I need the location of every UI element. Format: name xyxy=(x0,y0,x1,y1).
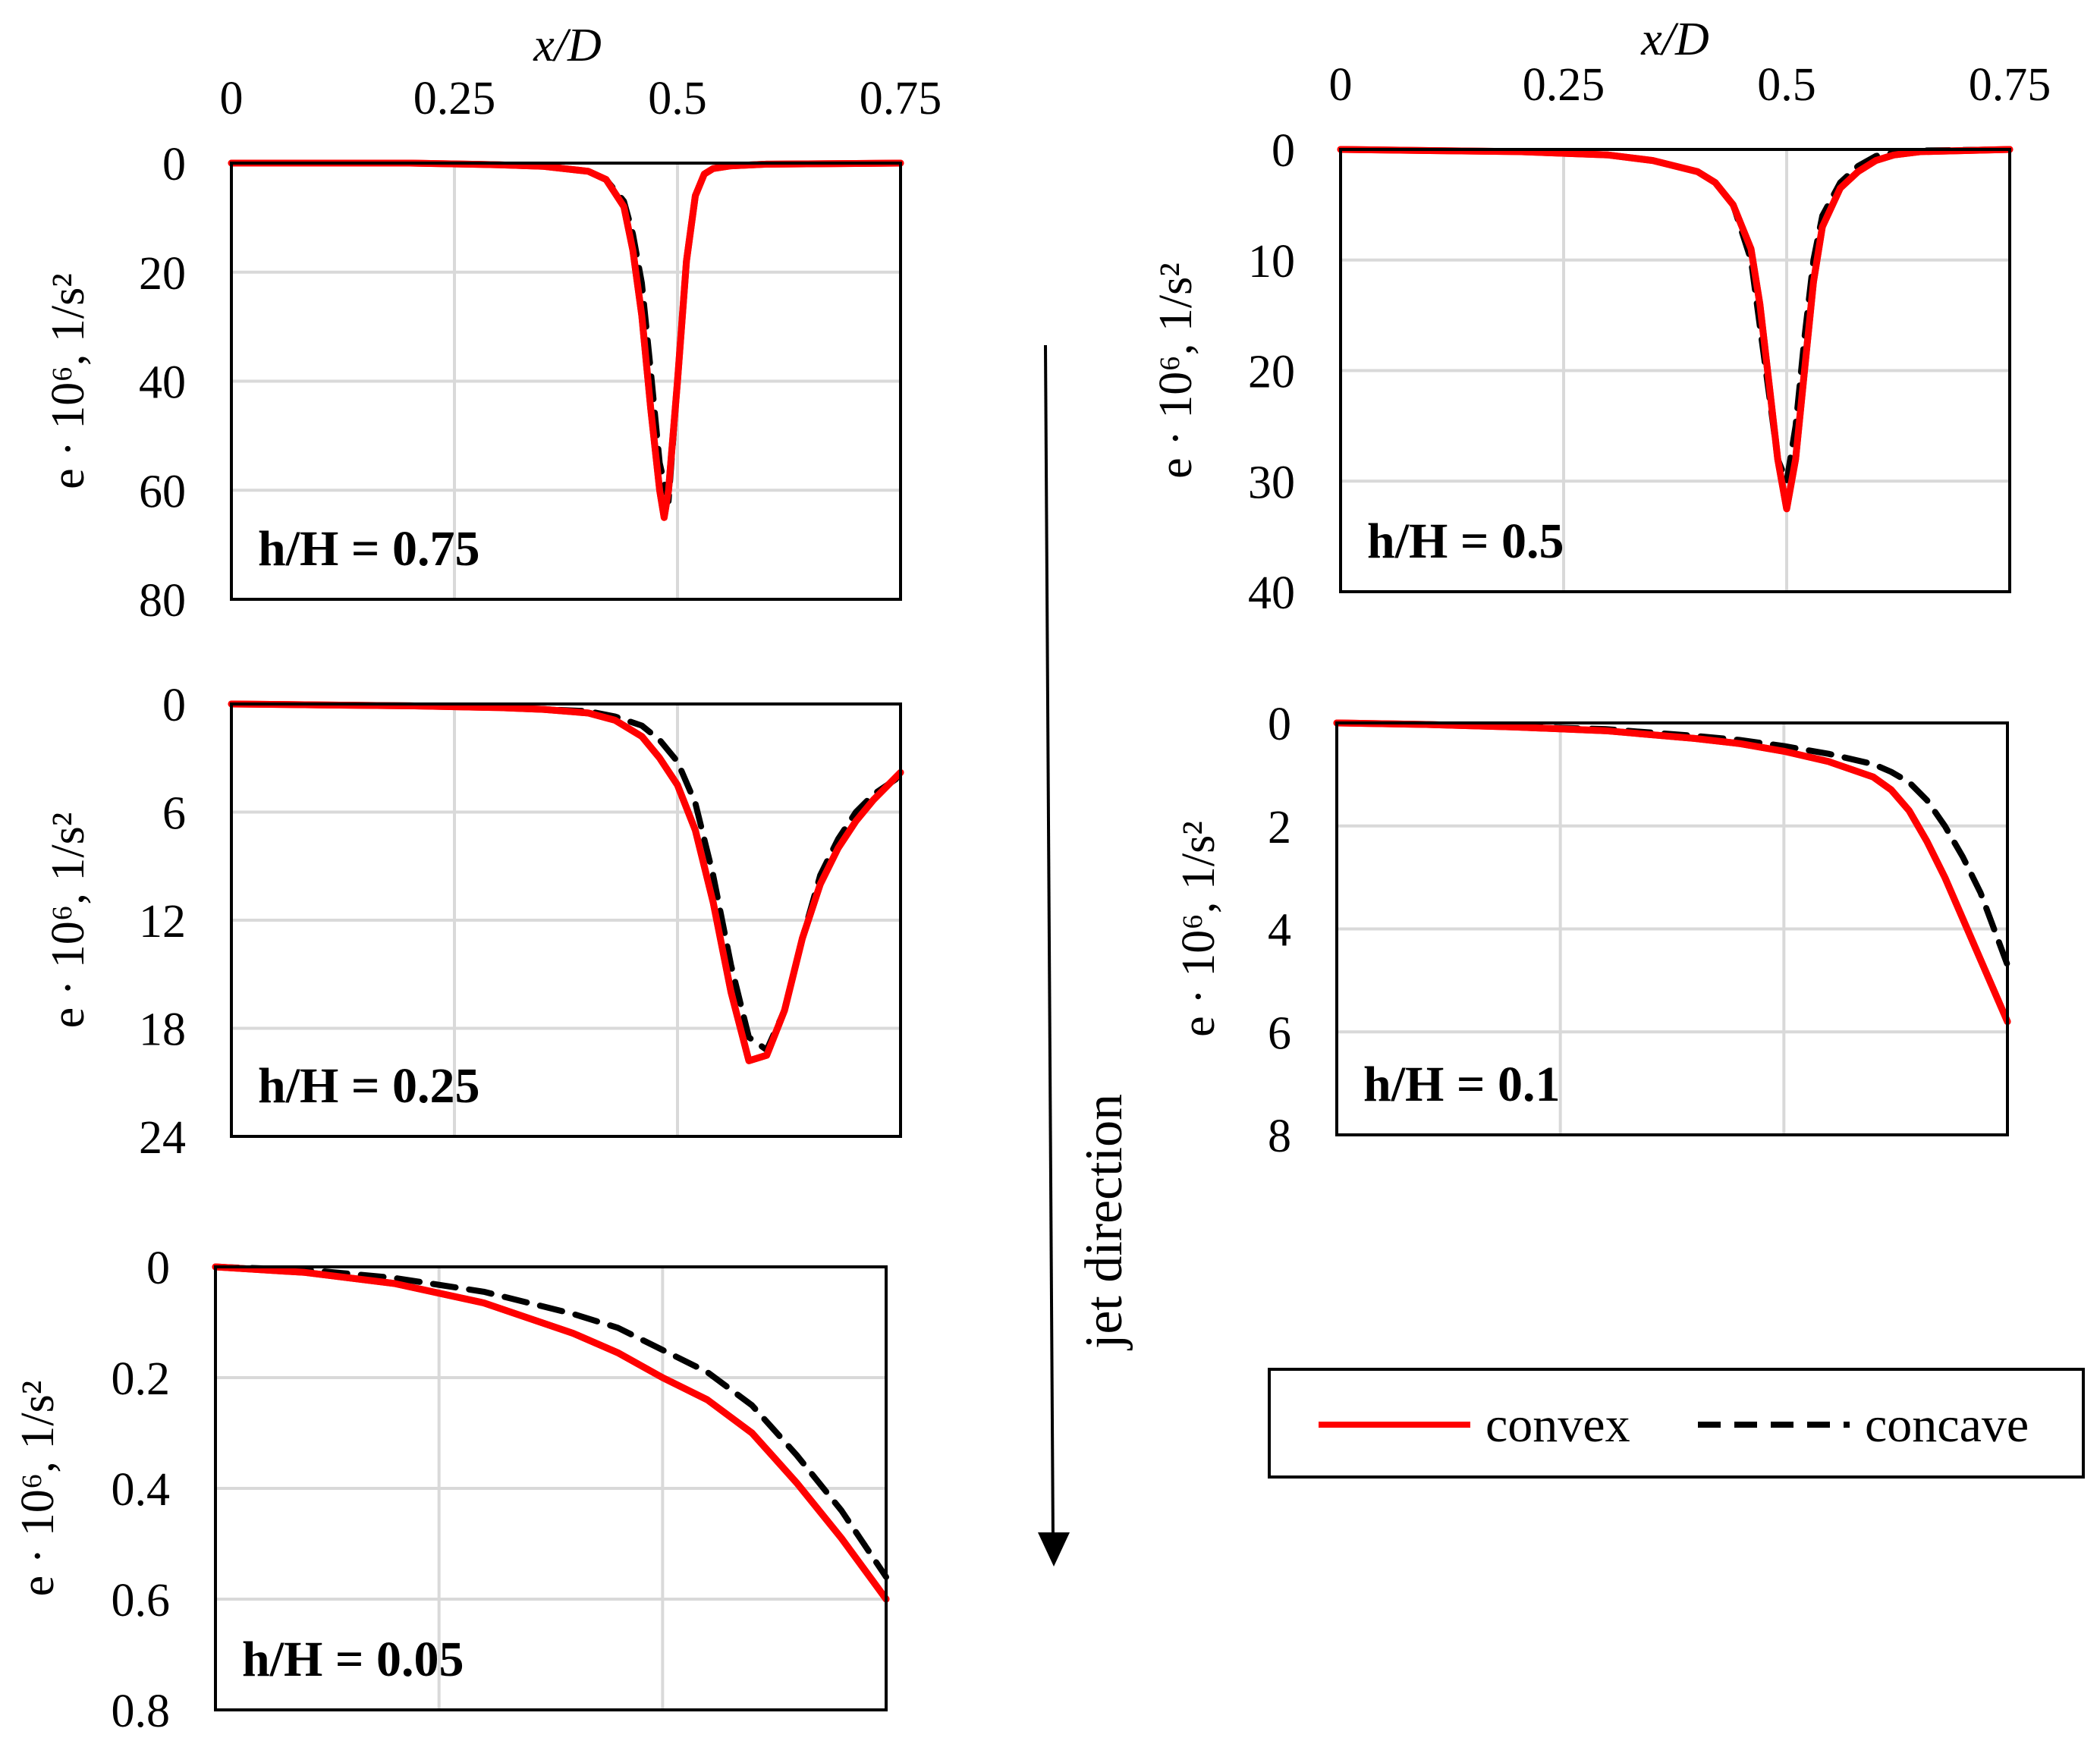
y-tick-label: 6 xyxy=(1268,1007,1291,1059)
chart-panel-2: 0 10 20 30 40 0 0.25 0.5 0.75 x/D e · 10⁶, 1/s² h/H… xyxy=(1150,14,2051,619)
series-concave-line xyxy=(1338,146,2013,485)
panel-label: h/H = 0.1 xyxy=(1363,1057,1561,1112)
series-concave-line xyxy=(212,1264,889,1580)
panel-label: h/H = 0.75 xyxy=(258,521,480,577)
y-tick-label: 10 xyxy=(1248,236,1295,288)
series-convex-line-top xyxy=(228,700,904,1064)
y-tick-label: 0 xyxy=(162,139,186,190)
series-convex-line xyxy=(228,159,904,521)
series-convex-line xyxy=(228,700,904,1064)
x-tick-label: 0.75 xyxy=(1969,59,2051,111)
series-convex-line-top xyxy=(228,159,904,521)
y-tick-label: 0 xyxy=(162,680,186,731)
legend-convex-label: convex xyxy=(1485,1397,1630,1453)
legend-concave-label: concave xyxy=(1865,1397,2029,1453)
jet-direction-label: jet direction xyxy=(1075,1094,1133,1351)
x-tick-label: 0 xyxy=(1329,59,1353,111)
series-concave-line xyxy=(228,160,904,504)
y-tick-label: 8 xyxy=(1268,1111,1291,1162)
x-axis-label: x/D xyxy=(533,20,602,71)
y-axis-label: e · 10⁶, 1/s² xyxy=(1173,821,1224,1037)
series-concave-line xyxy=(228,701,904,1053)
y-axis-label: e · 10⁶, 1/s² xyxy=(42,812,94,1029)
x-tick-label: 0 xyxy=(220,73,244,124)
y-axis-label: e · 10⁶, 1/s² xyxy=(12,1381,64,1597)
plot-frame xyxy=(1339,148,2011,593)
y-tick-label: 80 xyxy=(139,575,186,627)
series-convex-line xyxy=(1337,146,2014,513)
series-convex-line xyxy=(1333,719,2011,1026)
chart-panel-1: 0 20 40 60 80 0 0.25 0.5 0.75 x/D e · 10⁶, 1/s² h/H… xyxy=(42,20,942,627)
chart-panel-5: 0 0.2 0.4 0.6 0.8 e · 10⁶, 1/s² h/H = 0.05 xyxy=(12,1243,890,1737)
x-tick-label: 0.5 xyxy=(648,73,707,124)
x-tick-label: 0.75 xyxy=(860,73,942,124)
x-tick-label: 0.5 xyxy=(1757,59,1816,111)
y-tick-label: 0.4 xyxy=(112,1464,171,1516)
series-convex-line-top xyxy=(212,1263,890,1603)
y-tick-label: 0.8 xyxy=(112,1686,171,1737)
chart-panel-4: 0 2 4 6 8 e · 10⁶, 1/s² h/H = 0.1 xyxy=(1173,699,2011,1162)
jet-arrow-head-icon xyxy=(1038,1532,1070,1567)
legend: convex concave xyxy=(1268,1368,2085,1479)
plot-frame xyxy=(214,1265,888,1711)
panel-label: h/H = 0.5 xyxy=(1367,514,1564,569)
plot-frame xyxy=(230,162,902,601)
panel-label: h/H = 0.25 xyxy=(258,1058,480,1114)
chart-panel-3: 0 6 12 18 24 e · 10⁶, 1/s² h/H = 0.25 xyxy=(42,680,904,1164)
plot-frame xyxy=(230,702,902,1138)
y-tick-label: 40 xyxy=(139,357,186,409)
x-tick-label: 0.25 xyxy=(413,73,496,124)
y-tick-label: 4 xyxy=(1268,905,1291,957)
x-tick-label: 0.25 xyxy=(1523,59,1605,111)
jet-arrow-line xyxy=(1044,344,1055,1541)
y-tick-label: 0.6 xyxy=(112,1575,171,1626)
y-tick-label: 12 xyxy=(139,896,186,947)
y-tick-label: 0 xyxy=(1272,125,1295,177)
plot-frame xyxy=(1335,721,2009,1136)
y-tick-label: 0 xyxy=(146,1243,170,1294)
y-tick-label: 2 xyxy=(1268,802,1291,853)
y-tick-label: 0.2 xyxy=(112,1353,171,1405)
y-tick-label: 20 xyxy=(139,248,186,300)
series-convex-line xyxy=(212,1263,890,1603)
y-tick-label: 24 xyxy=(139,1112,186,1164)
y-axis-label: e · 10⁶, 1/s² xyxy=(42,273,94,489)
y-tick-label: 40 xyxy=(1248,567,1295,619)
y-tick-label: 30 xyxy=(1248,457,1295,508)
y-tick-label: 18 xyxy=(139,1004,186,1056)
y-tick-label: 60 xyxy=(139,466,186,517)
jet-direction-arrow: jet direction xyxy=(1038,344,1133,1567)
series-convex-line-top xyxy=(1333,719,2011,1026)
series-convex-line-top xyxy=(1337,146,2014,513)
y-tick-label: 0 xyxy=(1268,699,1291,750)
y-axis-label: e · 10⁶, 1/s² xyxy=(1150,262,1202,479)
x-axis-label: x/D xyxy=(1640,14,1709,65)
y-tick-label: 6 xyxy=(162,788,186,840)
panel-label: h/H = 0.05 xyxy=(242,1632,464,1687)
y-tick-label: 20 xyxy=(1248,347,1295,398)
